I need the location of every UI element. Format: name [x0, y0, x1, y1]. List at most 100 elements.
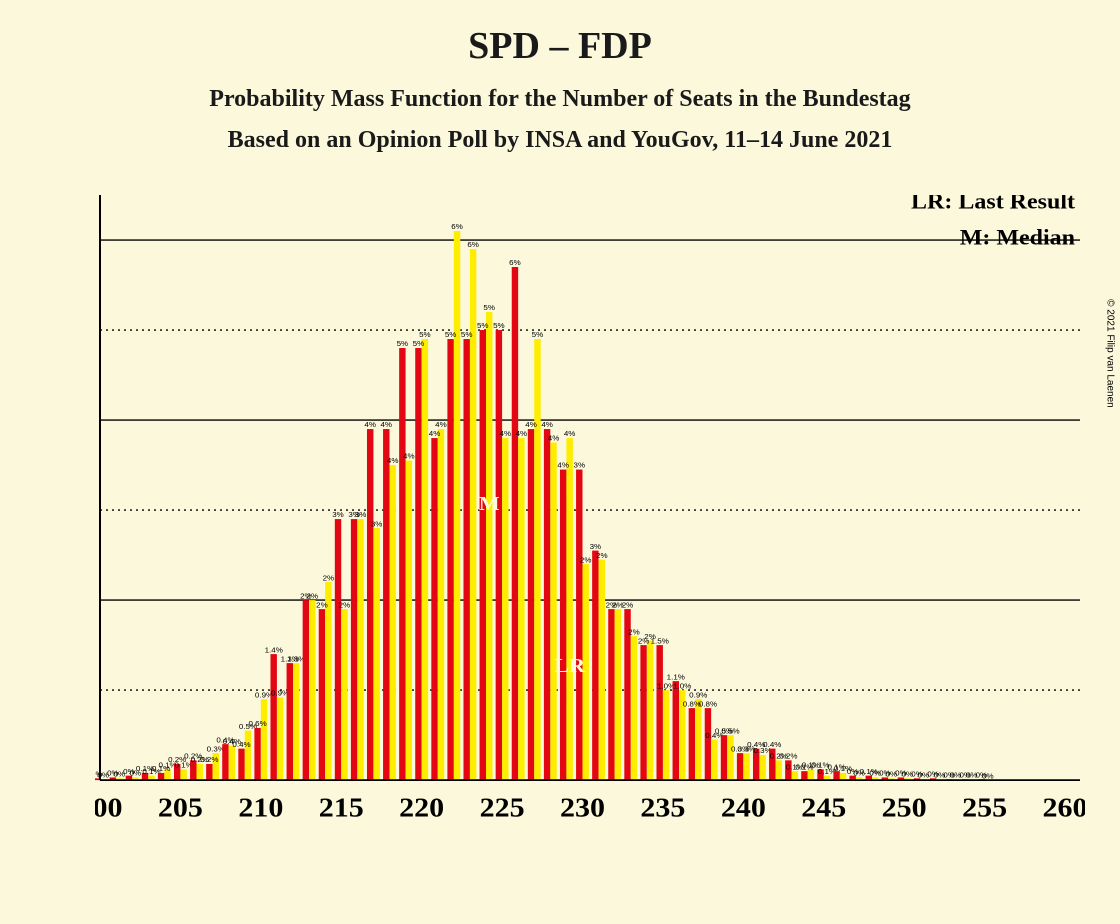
bar-red [447, 339, 453, 780]
bar-label-yellow: 2% [307, 592, 319, 601]
bar-red [592, 551, 598, 781]
bar-red [206, 764, 212, 780]
bar-yellow [390, 465, 396, 780]
x-tick-label: 215 [319, 793, 364, 824]
bar-yellow [599, 560, 605, 781]
bar-red [319, 609, 325, 780]
x-tick-label: 230 [560, 793, 605, 824]
bar-yellow [615, 609, 621, 780]
bar-yellow [695, 699, 701, 780]
bar-yellow [470, 249, 476, 780]
bar-yellow [840, 773, 846, 780]
chart-subtitle-1: Probability Mass Function for the Number… [0, 68, 1120, 113]
bar-red [673, 681, 679, 780]
bar-yellow [309, 600, 315, 780]
bar-label-red: 4% [364, 421, 376, 430]
bar-yellow [518, 438, 524, 780]
bar-yellow [406, 461, 412, 781]
bar-yellow [245, 731, 251, 781]
bar-label-red: 1.4% [265, 646, 283, 655]
bar-label-red: 2% [316, 601, 328, 610]
bar-yellow [277, 697, 283, 780]
bar-label-yellow: 2% [339, 601, 351, 610]
bar-red [512, 267, 518, 780]
bar-red [480, 330, 486, 780]
bar-yellow [454, 231, 460, 780]
bar-yellow [293, 663, 299, 780]
bar-label-red: 6% [509, 259, 521, 268]
bar-red [238, 749, 244, 781]
bar-yellow [534, 339, 540, 780]
bar-yellow [647, 641, 653, 781]
bar-label-yellow: 6% [451, 223, 463, 232]
bar-red [335, 519, 341, 780]
bar-label-red: 1.1% [667, 673, 685, 682]
bar-label-red: 0.4% [232, 740, 250, 749]
bar-yellow [357, 519, 363, 780]
bar-label-yellow: 4% [435, 421, 447, 430]
bar-red [560, 470, 566, 781]
bar-yellow [631, 636, 637, 780]
bar-yellow [566, 438, 572, 780]
bar-red [254, 728, 260, 780]
bar-label-red: 4% [541, 421, 553, 430]
bar-label-red: 0.4% [763, 740, 781, 749]
bar-red [270, 654, 276, 780]
chart-title: SPD – FDP [0, 0, 1120, 68]
chart-svg: 0%0%0%0%0%0%0.1%0.1%0.1%0.1%0.2%0.1%0.2%… [95, 195, 1085, 835]
bar-red [158, 773, 164, 780]
bar-label-red: 5% [477, 322, 489, 331]
bar-label-red: 3% [574, 461, 586, 470]
bar-label-yellow: 0.9% [689, 691, 707, 700]
bar-red [705, 708, 711, 780]
bar-label-yellow: 0% [982, 772, 994, 781]
bar-yellow [502, 438, 508, 780]
x-tick-label: 250 [882, 793, 927, 824]
bar-yellow [759, 755, 765, 780]
legend-lr: LR: Last Result [911, 195, 1075, 213]
bar-red [576, 470, 582, 781]
bar-label-red: 5% [461, 331, 473, 340]
bar-red [222, 744, 228, 780]
bar-yellow [663, 690, 669, 780]
bar-red [463, 339, 469, 780]
x-tick-label: 210 [238, 793, 283, 824]
bar-yellow [341, 609, 347, 780]
bar-yellow [229, 746, 235, 780]
bar-red [399, 348, 405, 780]
chart-plot-area: 0%0%0%0%0%0%0.1%0.1%0.1%0.1%0.2%0.1%0.2%… [95, 195, 1085, 835]
bar-label-yellow: 2% [596, 551, 608, 560]
bar-label-yellow: 4% [516, 430, 528, 439]
bar-label-yellow: 2% [580, 556, 592, 565]
x-tick-label: 225 [480, 793, 525, 824]
bar-red [287, 663, 293, 780]
bar-label-red: 0.6% [249, 719, 267, 728]
median-marker: M [479, 492, 500, 515]
x-tick-label: 245 [801, 793, 846, 824]
bar-label-yellow: 1.0% [673, 682, 691, 691]
last-result-marker: LR [554, 654, 585, 677]
bar-red [640, 645, 646, 780]
bar-label-yellow: 4% [387, 457, 399, 466]
bar-label-red: 0.2% [779, 752, 797, 761]
bar-label-red: 3% [590, 542, 602, 551]
x-tick-label: 255 [962, 793, 1007, 824]
bar-yellow [711, 740, 717, 781]
x-tick-label: 200 [95, 793, 122, 824]
bar-label-yellow: 2% [628, 628, 640, 637]
x-tick-label: 205 [158, 793, 203, 824]
bar-red [801, 771, 807, 780]
bar-label-red: 0.2% [200, 755, 218, 764]
bar-label-red: 5% [413, 340, 425, 349]
bar-label-red: 1.5% [651, 637, 669, 646]
bar-label-yellow: 4% [403, 452, 415, 461]
x-tick-label: 220 [399, 793, 444, 824]
bar-label-red: 3% [332, 511, 344, 520]
bar-label-yellow: 3% [355, 511, 367, 520]
bar-yellow [792, 771, 798, 780]
bar-label-yellow: 5% [532, 331, 544, 340]
bar-label-yellow: 2% [323, 574, 335, 583]
x-tick-label: 240 [721, 793, 766, 824]
bar-yellow [743, 753, 749, 780]
bar-yellow [550, 443, 556, 781]
